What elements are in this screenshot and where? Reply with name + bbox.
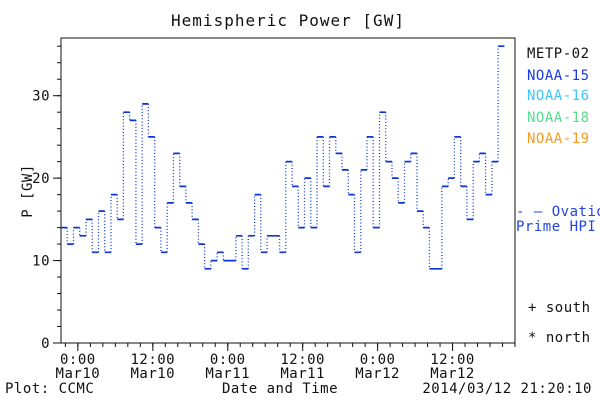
legend-marker-south: + south [528,300,591,316]
dashed-line-sample: - — [516,204,543,220]
plot-timestamp: 2014/03/12 21:20:10 [422,381,592,397]
legend-item-noaa18: NOAA-18 [527,110,590,126]
svg-text:0:00: 0:00 [360,352,396,368]
svg-text:0:00: 0:00 [60,352,96,368]
svg-text:12:00: 12:00 [280,352,325,368]
legend-ovation-line2: Prime HPI [516,219,597,235]
svg-text:20: 20 [32,171,50,187]
svg-text:Mar12: Mar12 [430,366,475,382]
svg-text:12:00: 12:00 [130,352,175,368]
svg-text:0:00: 0:00 [210,352,246,368]
legend-ovation-line1: Ovation [551,204,600,220]
legend-marker-south-label: south [545,300,591,316]
plus-marker-icon: + [528,300,537,316]
legend-item-noaa16: NOAA-16 [527,88,590,104]
legend-item-ovation-prime: - — Ovation Prime HPI [516,205,600,235]
svg-text:10: 10 [32,254,50,270]
legend-item-noaa19: NOAA-19 [527,131,590,147]
svg-text:Mar10: Mar10 [56,366,101,382]
asterisk-marker-icon: * [528,330,537,346]
svg-text:30: 30 [32,89,50,105]
plot-credit: Plot: CCMC [5,381,95,397]
legend-marker-north-label: north [545,330,591,346]
chart-title: Hemispheric Power [GW] [171,11,405,30]
legend-marker-north: * north [528,330,591,346]
legend-item-noaa15: NOAA-15 [527,68,590,84]
svg-text:Mar11: Mar11 [280,366,325,382]
svg-text:Mar12: Mar12 [355,366,400,382]
svg-text:0: 0 [41,336,50,352]
svg-text:12:00: 12:00 [430,352,475,368]
x-axis-label: Date and Time [221,381,339,397]
legend-item-metp02: METP-02 [527,46,590,62]
svg-text:Mar10: Mar10 [130,366,175,382]
svg-text:Mar11: Mar11 [205,366,250,382]
